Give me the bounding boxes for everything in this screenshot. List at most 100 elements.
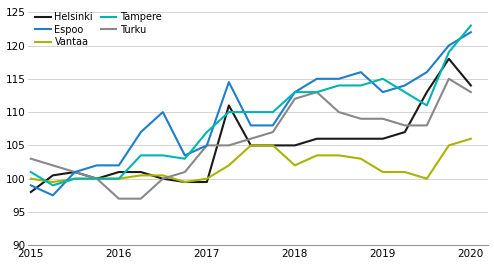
- Helsinki: [292, 144, 298, 147]
- Turku: [402, 124, 408, 127]
- Line: Helsinki: Helsinki: [31, 59, 471, 192]
- Turku: [314, 91, 320, 94]
- Espoo: [292, 91, 298, 94]
- Tampere: [358, 84, 364, 87]
- Vantaa: [380, 170, 386, 174]
- Tampere: [28, 170, 34, 174]
- Espoo: [160, 111, 166, 114]
- Line: Turku: Turku: [31, 79, 471, 199]
- Vantaa: [226, 164, 232, 167]
- Helsinki: [468, 84, 474, 87]
- Vantaa: [160, 174, 166, 177]
- Helsinki: [336, 137, 342, 140]
- Tampere: [380, 77, 386, 80]
- Turku: [204, 144, 210, 147]
- Tampere: [248, 111, 254, 114]
- Vantaa: [248, 144, 254, 147]
- Vantaa: [358, 157, 364, 160]
- Vantaa: [292, 164, 298, 167]
- Helsinki: [446, 57, 452, 60]
- Turku: [28, 157, 34, 160]
- Vantaa: [468, 137, 474, 140]
- Turku: [226, 144, 232, 147]
- Tampere: [204, 130, 210, 134]
- Vantaa: [446, 144, 452, 147]
- Legend: Helsinki, Espoo, Vantaa, Tampere, Turku: Helsinki, Espoo, Vantaa, Tampere, Turku: [33, 10, 164, 49]
- Turku: [50, 164, 56, 167]
- Espoo: [402, 84, 408, 87]
- Line: Tampere: Tampere: [31, 25, 471, 185]
- Tampere: [468, 24, 474, 27]
- Helsinki: [204, 180, 210, 184]
- Vantaa: [402, 170, 408, 174]
- Tampere: [72, 177, 78, 180]
- Vantaa: [94, 177, 100, 180]
- Turku: [182, 170, 188, 174]
- Vantaa: [336, 154, 342, 157]
- Tampere: [336, 84, 342, 87]
- Vantaa: [424, 177, 430, 180]
- Turku: [358, 117, 364, 120]
- Helsinki: [402, 130, 408, 134]
- Vantaa: [270, 144, 276, 147]
- Helsinki: [380, 137, 386, 140]
- Espoo: [424, 70, 430, 74]
- Helsinki: [28, 191, 34, 194]
- Line: Espoo: Espoo: [31, 32, 471, 195]
- Vantaa: [116, 177, 122, 180]
- Helsinki: [270, 144, 276, 147]
- Helsinki: [182, 180, 188, 184]
- Helsinki: [160, 177, 166, 180]
- Turku: [160, 177, 166, 180]
- Espoo: [446, 44, 452, 47]
- Tampere: [138, 154, 144, 157]
- Turku: [336, 111, 342, 114]
- Vantaa: [204, 177, 210, 180]
- Turku: [424, 124, 430, 127]
- Helsinki: [248, 144, 254, 147]
- Vantaa: [182, 180, 188, 184]
- Turku: [380, 117, 386, 120]
- Helsinki: [116, 170, 122, 174]
- Espoo: [270, 124, 276, 127]
- Vantaa: [314, 154, 320, 157]
- Turku: [468, 91, 474, 94]
- Helsinki: [226, 104, 232, 107]
- Helsinki: [358, 137, 364, 140]
- Helsinki: [94, 177, 100, 180]
- Turku: [446, 77, 452, 80]
- Turku: [248, 137, 254, 140]
- Tampere: [424, 104, 430, 107]
- Espoo: [94, 164, 100, 167]
- Helsinki: [50, 174, 56, 177]
- Helsinki: [138, 170, 144, 174]
- Tampere: [446, 51, 452, 54]
- Turku: [270, 130, 276, 134]
- Espoo: [358, 70, 364, 74]
- Espoo: [380, 91, 386, 94]
- Tampere: [160, 154, 166, 157]
- Tampere: [270, 111, 276, 114]
- Espoo: [248, 124, 254, 127]
- Tampere: [314, 91, 320, 94]
- Tampere: [292, 91, 298, 94]
- Tampere: [116, 177, 122, 180]
- Vantaa: [28, 177, 34, 180]
- Espoo: [138, 130, 144, 134]
- Espoo: [182, 154, 188, 157]
- Turku: [138, 197, 144, 200]
- Espoo: [28, 184, 34, 187]
- Helsinki: [314, 137, 320, 140]
- Vantaa: [72, 177, 78, 180]
- Helsinki: [424, 91, 430, 94]
- Espoo: [226, 81, 232, 84]
- Vantaa: [50, 180, 56, 184]
- Espoo: [72, 170, 78, 174]
- Tampere: [182, 157, 188, 160]
- Tampere: [94, 177, 100, 180]
- Helsinki: [72, 170, 78, 174]
- Turku: [292, 97, 298, 100]
- Line: Vantaa: Vantaa: [31, 139, 471, 182]
- Turku: [116, 197, 122, 200]
- Turku: [94, 177, 100, 180]
